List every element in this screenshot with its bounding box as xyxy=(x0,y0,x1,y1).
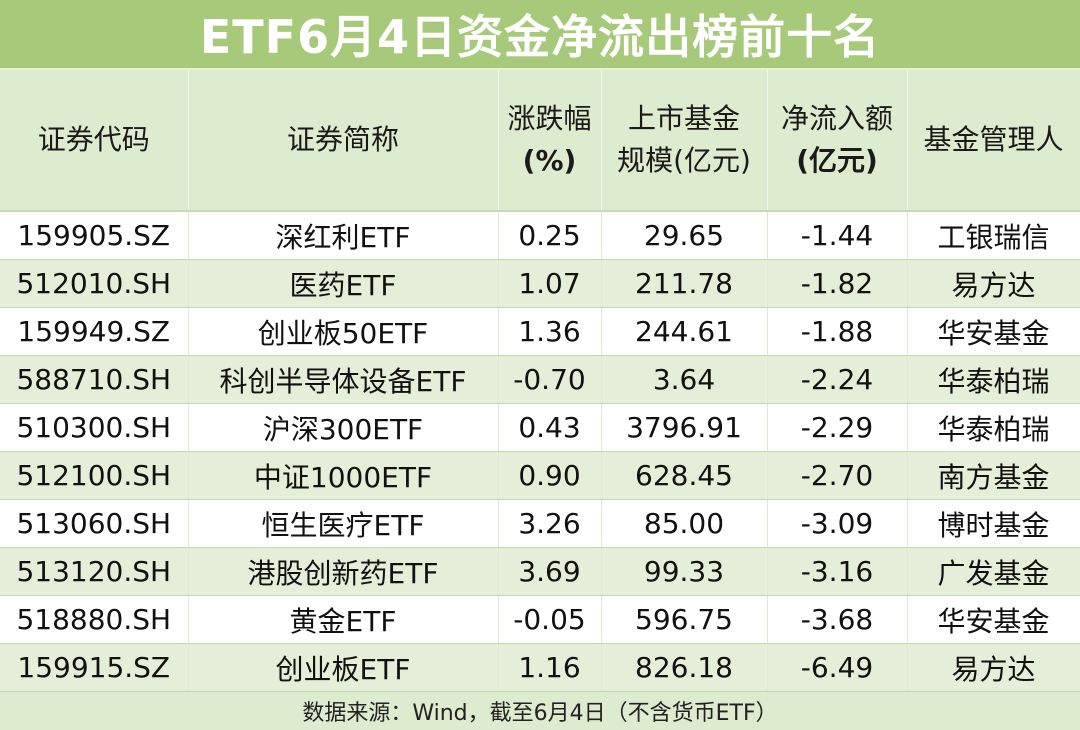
cell-name: 黄金ETF xyxy=(188,595,499,644)
cell-size: 628.45 xyxy=(601,451,768,500)
cell-manager: 工银瑞信 xyxy=(907,211,1080,260)
cell-flow: -2.29 xyxy=(767,403,908,452)
cell-manager: 易方达 xyxy=(907,259,1080,308)
table-row: 513120.SH 港股创新药ETF 3.69 99.33 -3.16 广发基金 xyxy=(0,547,1080,596)
cell-flow: -1.88 xyxy=(767,307,908,356)
header-manager: 基金管理人 xyxy=(907,70,1080,212)
cell-flow: -3.68 xyxy=(767,595,908,644)
cell-flow: -1.82 xyxy=(767,259,908,308)
cell-manager: 广发基金 xyxy=(907,547,1080,596)
header-name: 证券简称 xyxy=(188,70,499,212)
cell-size: 29.65 xyxy=(601,211,768,260)
cell-flow: -3.16 xyxy=(767,547,908,596)
table-row: 159905.SZ 深红利ETF 0.25 29.65 -1.44 工银瑞信 xyxy=(0,211,1080,260)
cell-flow: -2.70 xyxy=(767,451,908,500)
cell-name: 沪深300ETF xyxy=(188,403,499,452)
cell-code: 588710.SH xyxy=(0,355,189,404)
cell-name: 创业板ETF xyxy=(188,643,499,692)
cell-name: 医药ETF xyxy=(188,259,499,308)
cell-name: 创业板50ETF xyxy=(188,307,499,356)
cell-size: 596.75 xyxy=(601,595,768,644)
table-row: 159949.SZ 创业板50ETF 1.36 244.61 -1.88 华安基金 xyxy=(0,307,1080,356)
cell-manager: 华安基金 xyxy=(907,307,1080,356)
table-row: 518880.SH 黄金ETF -0.05 596.75 -3.68 华安基金 xyxy=(0,595,1080,644)
cell-manager: 南方基金 xyxy=(907,451,1080,500)
cell-name: 深红利ETF xyxy=(188,211,499,260)
cell-size: 3796.91 xyxy=(601,403,768,452)
cell-flow: -6.49 xyxy=(767,643,908,692)
table-row: 159915.SZ 创业板ETF 1.16 826.18 -6.49 易方达 xyxy=(0,643,1080,692)
cell-code: 518880.SH xyxy=(0,595,189,644)
cell-name: 恒生医疗ETF xyxy=(188,499,499,548)
cell-change: 0.25 xyxy=(498,211,602,260)
table-row: 512010.SH 医药ETF 1.07 211.78 -1.82 易方达 xyxy=(0,259,1080,308)
cell-change: 3.26 xyxy=(498,499,602,548)
cell-flow: -3.09 xyxy=(767,499,908,548)
cell-manager: 华泰柏瑞 xyxy=(907,355,1080,404)
cell-change: -0.05 xyxy=(498,595,602,644)
cell-code: 513120.SH xyxy=(0,547,189,596)
header-change: 涨跌幅 (%) xyxy=(498,70,602,212)
cell-size: 85.00 xyxy=(601,499,768,548)
cell-change: 3.69 xyxy=(498,547,602,596)
cell-change: 1.07 xyxy=(498,259,602,308)
cell-code: 512100.SH xyxy=(0,451,189,500)
cell-size: 3.64 xyxy=(601,355,768,404)
cell-code: 512010.SH xyxy=(0,259,189,308)
table-row: 513060.SH 恒生医疗ETF 3.26 85.00 -3.09 博时基金 xyxy=(0,499,1080,548)
cell-code: 513060.SH xyxy=(0,499,189,548)
cell-change: 1.36 xyxy=(498,307,602,356)
table-body: 159905.SZ 深红利ETF 0.25 29.65 -1.44 工银瑞信 512010.… xyxy=(0,211,1080,692)
cell-change: -0.70 xyxy=(498,355,602,404)
cell-code: 159905.SZ xyxy=(0,211,189,260)
cell-code: 159949.SZ xyxy=(0,307,189,356)
header-flow: 净流入额 (亿元) xyxy=(767,70,908,212)
outflow-table: 证券代码 证券简称 涨跌幅 (%) 上市基金 规模(亿元) 净流入额 (亿元) … xyxy=(0,70,1080,692)
cell-change: 1.16 xyxy=(498,643,602,692)
cell-name: 科创半导体设备ETF xyxy=(188,355,499,404)
page-title: ETF6月4日资金净流出榜前十名 xyxy=(0,0,1080,70)
cell-size: 211.78 xyxy=(601,259,768,308)
cell-name: 港股创新药ETF xyxy=(188,547,499,596)
table-row: 510300.SH 沪深300ETF 0.43 3796.91 -2.29 华泰柏瑞 xyxy=(0,403,1080,452)
cell-manager: 易方达 xyxy=(907,643,1080,692)
source-footnote: 数据来源：Wind，截至6月4日（不含货币ETF） xyxy=(0,692,1080,730)
cell-name: 中证1000ETF xyxy=(188,451,499,500)
cell-size: 244.61 xyxy=(601,307,768,356)
cell-change: 0.43 xyxy=(498,403,602,452)
header-code: 证券代码 xyxy=(0,70,189,212)
cell-change: 0.90 xyxy=(498,451,602,500)
cell-size: 99.33 xyxy=(601,547,768,596)
table-row: 512100.SH 中证1000ETF 0.90 628.45 -2.70 南方基金 xyxy=(0,451,1080,500)
header-size: 上市基金 规模(亿元) xyxy=(601,70,768,212)
cell-code: 159915.SZ xyxy=(0,643,189,692)
cell-flow: -2.24 xyxy=(767,355,908,404)
cell-manager: 博时基金 xyxy=(907,499,1080,548)
cell-manager: 华泰柏瑞 xyxy=(907,403,1080,452)
cell-size: 826.18 xyxy=(601,643,768,692)
table-row: 588710.SH 科创半导体设备ETF -0.70 3.64 -2.24 华泰柏瑞 xyxy=(0,355,1080,404)
table-header: 证券代码 证券简称 涨跌幅 (%) 上市基金 规模(亿元) 净流入额 (亿元) … xyxy=(0,70,1080,212)
cell-manager: 华安基金 xyxy=(907,595,1080,644)
cell-code: 510300.SH xyxy=(0,403,189,452)
cell-flow: -1.44 xyxy=(767,211,908,260)
